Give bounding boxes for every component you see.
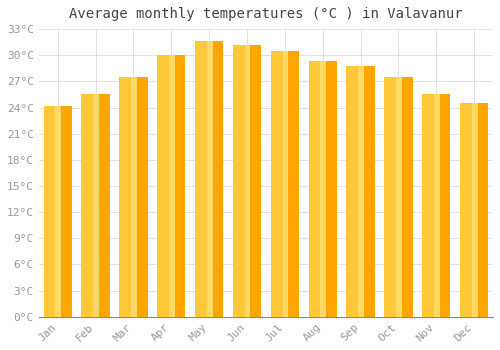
Bar	[44, 106, 72, 317]
Bar	[346, 66, 358, 317]
Bar	[259, 45, 261, 317]
Bar	[334, 61, 337, 317]
Bar	[384, 77, 402, 317]
Bar	[384, 77, 396, 317]
Bar	[308, 61, 326, 317]
Bar	[346, 66, 364, 317]
Bar	[460, 103, 477, 317]
Bar	[157, 55, 186, 317]
Bar	[460, 103, 488, 317]
Bar	[221, 41, 224, 317]
Bar	[157, 55, 169, 317]
Bar	[422, 94, 440, 317]
Bar	[270, 51, 288, 317]
Bar	[297, 51, 299, 317]
Bar	[233, 45, 244, 317]
Bar	[308, 61, 337, 317]
Bar	[448, 94, 450, 317]
Bar	[195, 41, 212, 317]
Bar	[308, 61, 320, 317]
Bar	[44, 106, 61, 317]
Bar	[233, 45, 261, 317]
Bar	[486, 103, 488, 317]
Bar	[346, 66, 375, 317]
Bar	[195, 41, 224, 317]
Bar	[372, 66, 375, 317]
Bar	[410, 77, 412, 317]
Bar	[422, 94, 450, 317]
Title: Average monthly temperatures (°C ) in Valavanur: Average monthly temperatures (°C ) in Va…	[69, 7, 462, 21]
Bar	[270, 51, 282, 317]
Bar	[119, 77, 131, 317]
Bar	[233, 45, 250, 317]
Bar	[384, 77, 412, 317]
Bar	[270, 51, 299, 317]
Bar	[157, 55, 174, 317]
Bar	[82, 94, 94, 317]
Bar	[82, 94, 110, 317]
Bar	[70, 106, 72, 317]
Bar	[108, 94, 110, 317]
Bar	[422, 94, 434, 317]
Bar	[119, 77, 137, 317]
Bar	[460, 103, 472, 317]
Bar	[195, 41, 207, 317]
Bar	[82, 94, 99, 317]
Bar	[183, 55, 186, 317]
Bar	[146, 77, 148, 317]
Bar	[44, 106, 56, 317]
Bar	[119, 77, 148, 317]
